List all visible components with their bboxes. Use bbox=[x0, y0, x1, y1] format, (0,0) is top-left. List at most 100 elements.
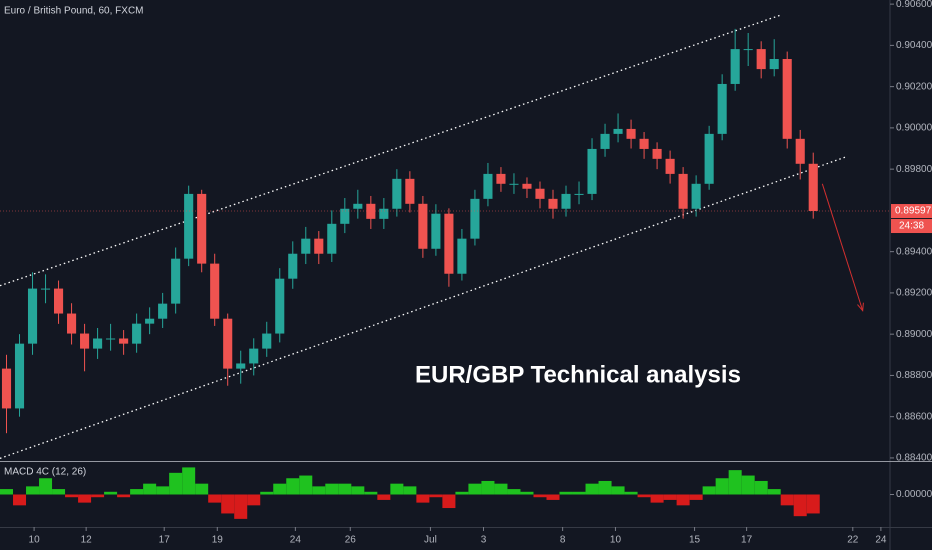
y-tick-label: 0.90600 bbox=[896, 0, 932, 10]
y-tick-label: 0.90000 bbox=[896, 123, 932, 134]
candle-body bbox=[431, 213, 441, 249]
x-tick-label: Jul bbox=[424, 535, 437, 546]
candle-body bbox=[223, 318, 233, 369]
candle-body bbox=[535, 188, 545, 199]
x-tick-label: 22 bbox=[847, 535, 859, 546]
macd-bar bbox=[416, 494, 430, 503]
candle-body bbox=[145, 318, 155, 324]
candle-body bbox=[40, 288, 51, 290]
candle-body bbox=[444, 213, 454, 274]
macd-bar bbox=[650, 494, 664, 503]
candle-body bbox=[561, 193, 571, 209]
macd-bar bbox=[572, 491, 586, 495]
chart-title: Euro / British Pound, 60, FXCM bbox=[4, 6, 144, 17]
y-tick-label: 0.90200 bbox=[896, 81, 932, 92]
macd-bar bbox=[767, 489, 781, 495]
x-tick-label: 26 bbox=[345, 535, 357, 546]
countdown-label: 24:38 bbox=[899, 221, 924, 232]
candle-body bbox=[366, 203, 376, 219]
candle-body bbox=[236, 363, 246, 369]
macd-bar bbox=[364, 491, 378, 495]
macd-bar bbox=[494, 483, 508, 495]
arrow-head bbox=[857, 302, 864, 312]
macd-bar bbox=[377, 494, 391, 500]
y-tick-label: 0.90400 bbox=[896, 40, 932, 51]
macd-bar bbox=[273, 483, 287, 495]
macd-bar bbox=[728, 470, 742, 495]
last-price-label: 0.89597 bbox=[895, 206, 932, 217]
candle-body bbox=[249, 348, 259, 364]
macd-bar bbox=[286, 478, 300, 495]
macd-bar bbox=[351, 486, 365, 495]
macd-bar bbox=[715, 478, 729, 495]
candle-body bbox=[405, 178, 415, 204]
candle-body bbox=[652, 148, 662, 159]
macd-bar bbox=[195, 483, 209, 495]
macd-bar bbox=[611, 486, 625, 495]
candle-body bbox=[262, 333, 272, 349]
candle-body bbox=[379, 208, 389, 219]
x-tick-label: 17 bbox=[741, 535, 753, 546]
candle-body bbox=[782, 58, 792, 139]
macd-bar bbox=[182, 467, 196, 495]
x-tick-label: 10 bbox=[29, 535, 41, 546]
x-tick-label: 19 bbox=[212, 535, 224, 546]
macd-bar bbox=[702, 486, 716, 495]
y-tick-label: 0.88400 bbox=[896, 453, 932, 464]
candle-body bbox=[340, 208, 350, 224]
macd-bar bbox=[533, 494, 547, 498]
y-tick-label: 0.89800 bbox=[896, 164, 932, 175]
candle-body bbox=[756, 49, 766, 70]
macd-bar bbox=[663, 494, 677, 500]
macd-bar bbox=[481, 480, 495, 495]
macd-bar bbox=[169, 472, 183, 495]
candle-body bbox=[119, 338, 129, 344]
candle-body bbox=[795, 138, 805, 164]
candle-body bbox=[626, 128, 636, 139]
candle-body bbox=[53, 288, 64, 314]
candle-body bbox=[678, 173, 688, 209]
x-tick-label: 8 bbox=[560, 535, 566, 546]
macd-bar bbox=[26, 486, 40, 495]
candle-body bbox=[184, 193, 194, 259]
candle-body bbox=[80, 333, 90, 349]
macd-bar bbox=[429, 494, 443, 498]
macd-bar bbox=[156, 486, 170, 495]
macd-bar bbox=[39, 478, 53, 495]
candle-body bbox=[496, 173, 506, 184]
macd-bar bbox=[520, 491, 534, 495]
candle-body bbox=[730, 49, 740, 84]
candle-body bbox=[93, 338, 103, 349]
macd-bar bbox=[806, 494, 820, 514]
macd-bar bbox=[455, 491, 469, 495]
macd-bar bbox=[754, 480, 768, 495]
candle-body bbox=[106, 338, 116, 340]
x-tick-label: 15 bbox=[689, 535, 701, 546]
macd-bar bbox=[559, 491, 573, 495]
x-tick-label: 3 bbox=[481, 535, 487, 546]
macd-bar bbox=[13, 494, 27, 506]
macd-bar bbox=[585, 483, 599, 495]
macd-bar bbox=[780, 494, 794, 506]
candle-body bbox=[587, 148, 597, 194]
last-price-box bbox=[891, 204, 932, 219]
candle-body bbox=[808, 163, 818, 212]
macd-bar bbox=[741, 475, 755, 495]
macd-bar bbox=[208, 494, 222, 503]
candle-body bbox=[288, 253, 298, 279]
candle-body bbox=[691, 183, 701, 209]
channel-line bbox=[0, 156, 846, 459]
macd-bar bbox=[130, 489, 144, 495]
macd-bar bbox=[65, 494, 79, 498]
candle-body bbox=[574, 193, 584, 195]
y-tick-label: 0.88600 bbox=[896, 411, 932, 422]
macd-bar bbox=[624, 491, 638, 495]
macd-bar bbox=[598, 480, 612, 495]
indicator-tick-label: 0.00000 bbox=[896, 489, 932, 500]
candle-body bbox=[509, 183, 519, 185]
candle-body bbox=[67, 313, 77, 334]
candle-body bbox=[392, 178, 402, 209]
countdown-box bbox=[891, 219, 932, 234]
channel-line bbox=[0, 14, 781, 287]
